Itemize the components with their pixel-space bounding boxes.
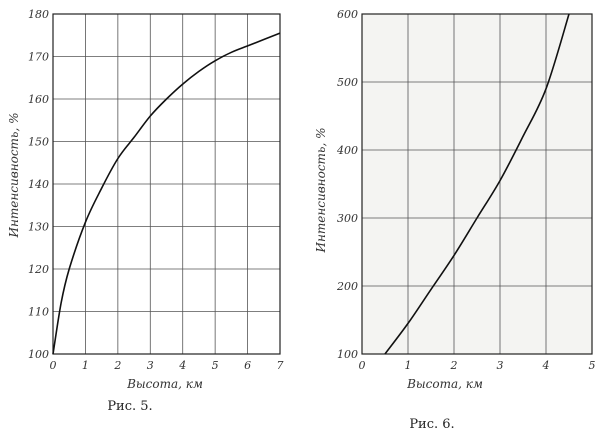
chart-1-caption: Рис. 5. [107,399,152,414]
chart-1-y-tick-label: 180 [28,8,49,21]
chart-1-y-axis-label: Интенсивность, % [7,113,21,239]
chart-1-y-tick-label: 150 [28,136,49,149]
chart-2-x-tick-label: 2 [450,359,458,372]
chart-2-y-tick-label: 100 [337,348,358,361]
chart-1-x-tick-label: 5 [212,359,219,372]
chart-2-x-tick-label: 5 [589,359,596,372]
chart-1-x-tick-label: 7 [277,359,284,372]
chart-2-caption: Рис. 6. [409,417,454,432]
chart-1-y-tick-label: 110 [28,306,49,319]
chart-1-y-tick-label: 120 [28,263,49,276]
chart-1-y-tick-label: 140 [28,178,49,191]
chart-1-x-tick-label: 6 [244,359,251,372]
chart-1-x-tick-label: 1 [82,359,89,372]
chart-2-x-tick-label: 0 [359,359,366,372]
chart-2-y-tick-label: 500 [337,76,358,89]
chart-1-y-tick-label: 170 [28,51,49,64]
chart-1-x-tick-label: 2 [113,359,121,372]
chart-1-plot-frame [52,13,281,355]
chart-1-x-tick-label: 0 [50,359,57,372]
chart-2-y-tick-label: 400 [336,144,358,157]
chart-2-y-tick-label: 600 [337,8,358,21]
chart-2-y-axis-label: Интенсивность, % [314,128,328,254]
chart-2-x-axis-label: Высота, км [406,377,483,391]
chart-1-y-tick-label: 100 [28,348,49,361]
chart-2-x-tick-label: 4 [542,359,550,372]
chart-2-x-tick-label: 3 [497,359,504,372]
chart-2-y-tick-label: 200 [336,280,358,293]
chart-1-y-tick-label: 130 [28,221,49,234]
chart-2-series-line [384,13,570,355]
chart-2-x-tick-label: 1 [405,359,412,372]
chart-1-x-tick-label: 4 [178,359,186,372]
chart-2-plot-background [362,14,592,354]
chart-1-x-axis-label: Высота, км [126,377,203,391]
chart-1-series-line [52,32,281,355]
chart-2-plot-frame [361,13,593,355]
chart-1-y-tick-label: 160 [28,93,49,106]
chart-2-y-tick-label: 300 [337,212,358,225]
chart-1-x-tick-label: 3 [147,359,154,372]
